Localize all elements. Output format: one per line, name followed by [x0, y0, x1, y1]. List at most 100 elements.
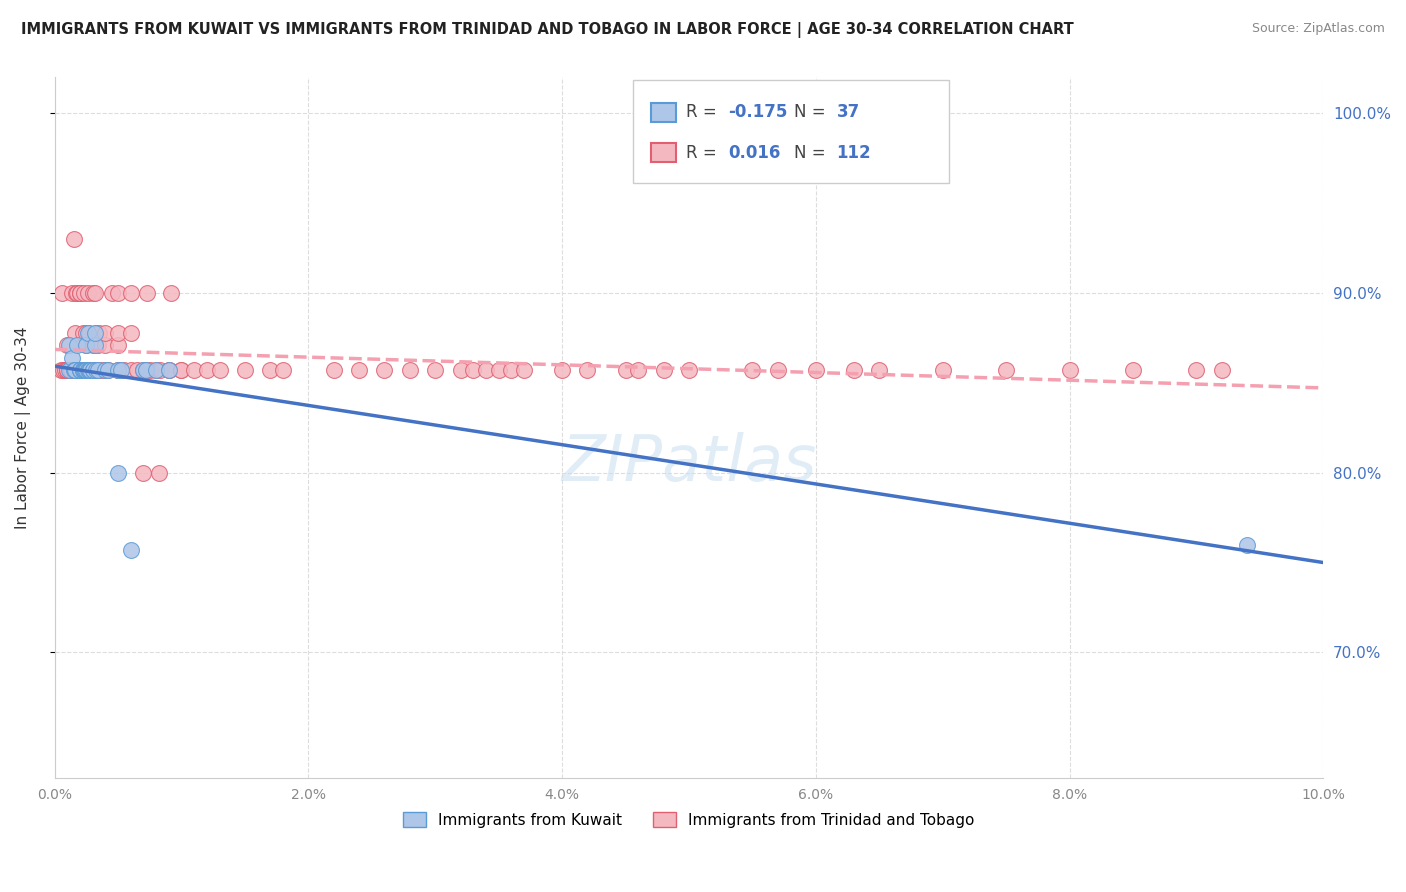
Point: [157, 363, 180, 377]
Point: [195, 363, 218, 377]
Point: [86, 326, 108, 340]
Point: [271, 363, 294, 377]
Point: [69, 363, 91, 377]
Point: [52, 363, 75, 377]
Point: [145, 363, 167, 377]
Point: [82, 363, 104, 377]
Point: [107, 363, 129, 377]
Point: [576, 363, 599, 377]
Point: [65, 286, 87, 301]
Point: [97, 363, 120, 377]
Point: [94, 326, 117, 340]
Point: [77, 363, 100, 377]
Point: [107, 338, 129, 352]
Point: [73, 286, 96, 301]
Point: [100, 286, 122, 301]
Point: [76, 363, 98, 377]
Point: [79, 363, 101, 377]
Point: [501, 363, 523, 377]
Point: [76, 286, 98, 301]
Point: [652, 363, 675, 377]
Point: [94, 363, 117, 377]
Point: [1122, 363, 1144, 377]
Point: [69, 286, 91, 301]
Point: [87, 338, 110, 352]
Point: [84, 286, 107, 301]
Point: [94, 363, 117, 377]
Point: [1236, 538, 1258, 552]
Point: [931, 363, 953, 377]
Point: [82, 363, 104, 377]
Point: [463, 363, 485, 377]
Point: [259, 363, 281, 377]
Y-axis label: In Labor Force | Age 30-34: In Labor Force | Age 30-34: [15, 326, 31, 529]
Point: [89, 363, 111, 377]
Point: [627, 363, 650, 377]
Point: [233, 363, 256, 377]
Point: [120, 286, 142, 301]
Point: [107, 363, 129, 377]
Point: [110, 363, 132, 377]
Point: [148, 466, 170, 480]
Point: [1185, 363, 1208, 377]
Point: [145, 363, 167, 377]
Point: [65, 363, 87, 377]
Point: [87, 363, 110, 377]
Point: [87, 326, 110, 340]
Point: [72, 363, 94, 377]
Point: [59, 363, 82, 377]
Point: [132, 363, 155, 377]
Point: [82, 363, 104, 377]
Point: [63, 363, 86, 377]
Point: [73, 363, 96, 377]
Point: [60, 286, 83, 301]
Point: [62, 363, 84, 377]
Point: [72, 326, 94, 340]
Point: [107, 326, 129, 340]
Point: [398, 363, 420, 377]
Point: [170, 363, 193, 377]
Point: [107, 286, 129, 301]
Point: [84, 326, 107, 340]
Point: [94, 363, 117, 377]
Point: [63, 363, 86, 377]
Point: [804, 363, 827, 377]
Point: [678, 363, 700, 377]
Point: [62, 232, 84, 246]
Point: [62, 363, 84, 377]
Point: [135, 363, 157, 377]
Point: [76, 326, 98, 340]
Text: 37: 37: [837, 103, 860, 121]
Point: [51, 286, 73, 301]
Point: [157, 363, 180, 377]
Point: [60, 363, 83, 377]
Point: [450, 363, 472, 377]
Point: [63, 326, 86, 340]
Text: N =: N =: [794, 103, 831, 121]
Point: [66, 338, 89, 352]
Point: [741, 363, 763, 377]
Point: [56, 338, 79, 352]
Point: [73, 363, 96, 377]
Text: 112: 112: [837, 144, 872, 161]
Point: [72, 363, 94, 377]
Point: [56, 363, 79, 377]
Point: [75, 326, 97, 340]
Point: [75, 363, 97, 377]
Point: [75, 363, 97, 377]
Point: [75, 338, 97, 352]
Point: [139, 363, 162, 377]
Point: [135, 363, 157, 377]
Point: [614, 363, 637, 377]
Point: [77, 326, 100, 340]
Point: [56, 363, 79, 377]
Text: 0.016: 0.016: [728, 144, 780, 161]
Point: [513, 363, 536, 377]
Point: [1211, 363, 1233, 377]
Point: [425, 363, 447, 377]
Point: [58, 363, 80, 377]
Point: [75, 338, 97, 352]
Point: [82, 286, 104, 301]
Point: [72, 363, 94, 377]
Text: Source: ZipAtlas.com: Source: ZipAtlas.com: [1251, 22, 1385, 36]
